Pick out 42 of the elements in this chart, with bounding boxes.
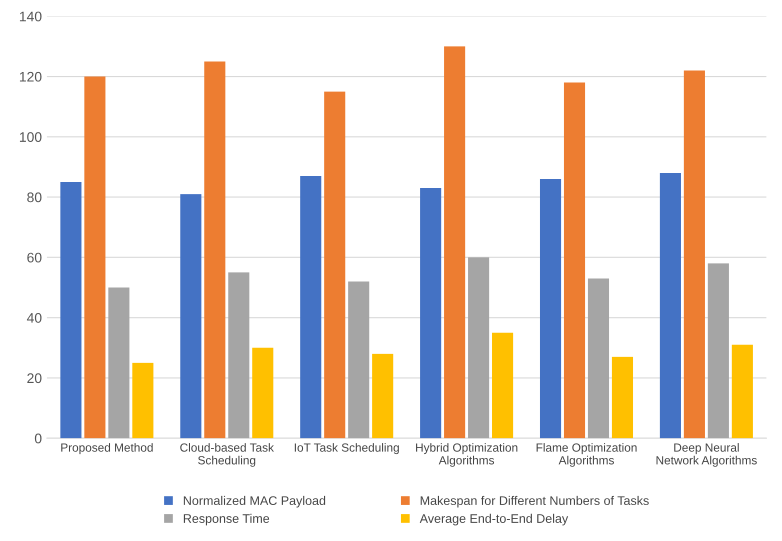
bar bbox=[348, 281, 370, 438]
x-tick-label: IoT Task Scheduling bbox=[294, 443, 399, 454]
bar bbox=[204, 61, 226, 438]
bar bbox=[60, 182, 82, 438]
bar bbox=[300, 176, 322, 438]
x-tick-label: Hybrid Optimization Algorithms bbox=[416, 443, 518, 467]
bar bbox=[108, 288, 130, 438]
bar bbox=[420, 188, 442, 438]
y-tick-label: 140 bbox=[20, 12, 42, 22]
legend-label: Response Time bbox=[184, 514, 270, 526]
bar bbox=[180, 194, 202, 438]
y-tick-label: 20 bbox=[27, 373, 42, 384]
x-tick-label: Cloud-based Task Scheduling bbox=[180, 443, 274, 467]
bar bbox=[540, 178, 562, 438]
y-tick-label: 120 bbox=[20, 72, 42, 82]
y-tick-label: 40 bbox=[26, 312, 42, 323]
bar bbox=[84, 76, 106, 438]
bar bbox=[660, 172, 681, 438]
legend-label: Makespan for Different Numbers of Tasks bbox=[420, 496, 649, 508]
bar bbox=[132, 362, 154, 438]
y-tick-label: 0 bbox=[34, 434, 42, 444]
bar bbox=[684, 70, 705, 438]
bar bbox=[444, 46, 466, 438]
bar bbox=[228, 272, 250, 438]
y-tick-label: 80 bbox=[27, 192, 42, 202]
bar bbox=[732, 344, 753, 438]
legend-label: Average End-to-End Delay bbox=[420, 514, 568, 526]
bar bbox=[588, 278, 610, 438]
bar bbox=[468, 257, 490, 438]
x-tick-label: Proposed Method bbox=[61, 443, 153, 454]
bar bbox=[252, 348, 274, 438]
y-tick-label: 60 bbox=[27, 252, 42, 263]
y-tick-label: 100 bbox=[20, 132, 42, 142]
bar bbox=[372, 354, 394, 438]
x-tick-label: Flame Optimization Algorithms bbox=[536, 443, 637, 467]
bar bbox=[564, 82, 586, 438]
bar bbox=[324, 92, 346, 438]
x-tick-label: Deep Neural Network Algorithms bbox=[656, 443, 757, 467]
bar bbox=[612, 356, 634, 438]
bar bbox=[492, 332, 514, 438]
bar bbox=[708, 263, 729, 438]
legend-label: Normalized MAC Payload bbox=[184, 496, 326, 508]
